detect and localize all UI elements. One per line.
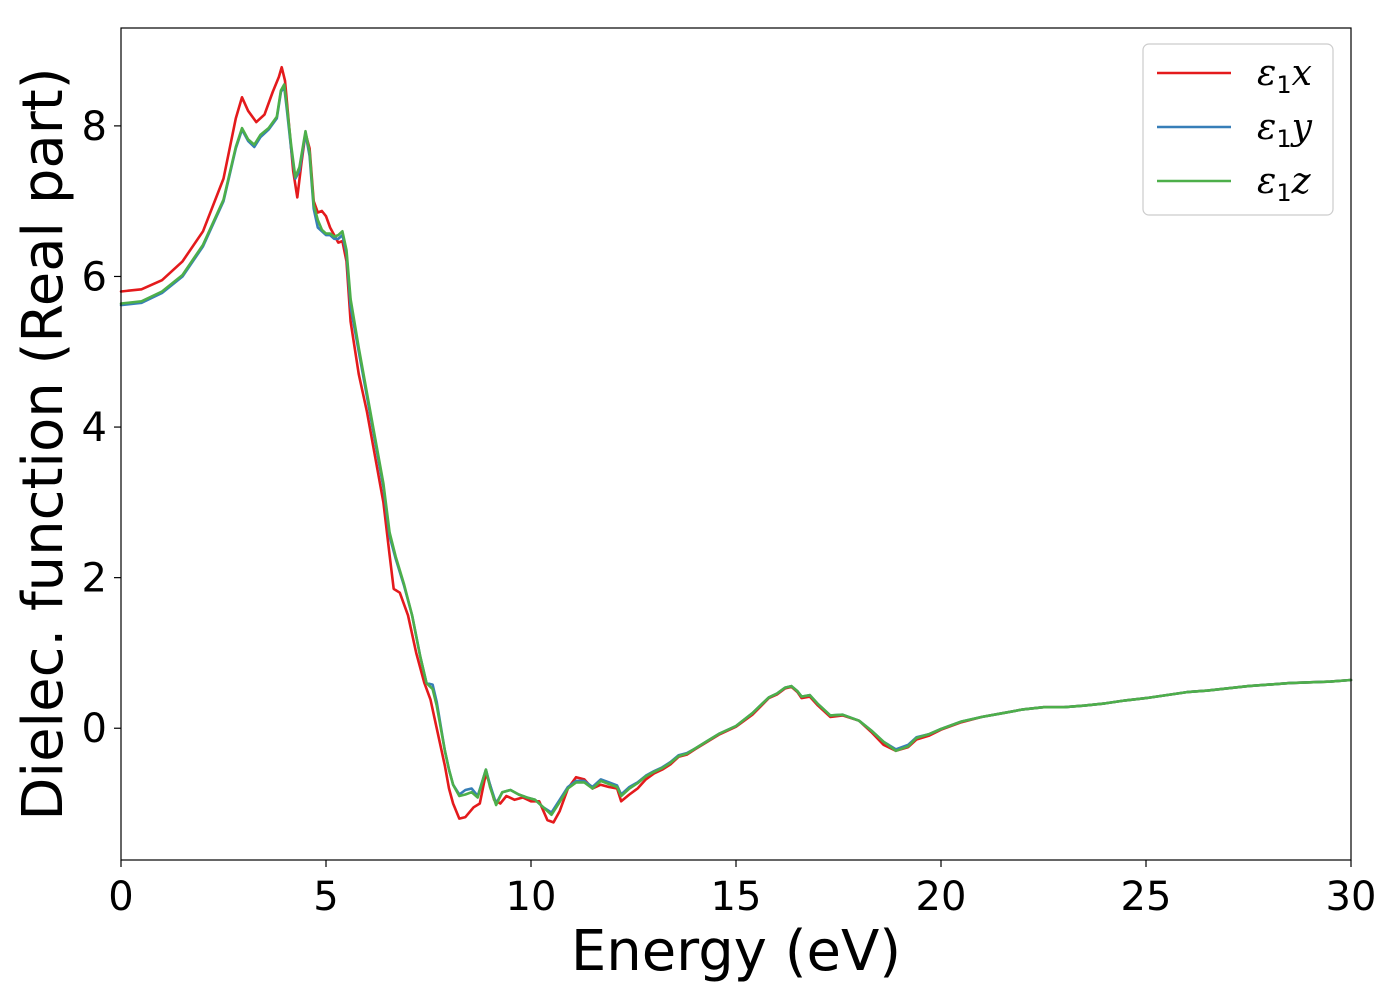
legend: ε1x ε1y ε1z: [1142, 43, 1334, 216]
x-tick-label: 20: [916, 874, 967, 920]
x-tick-label: 5: [313, 874, 338, 920]
y-tick-label: 0: [82, 706, 107, 752]
y-axis-label: Dielec. function (Real part): [11, 67, 76, 820]
legend-label-y: ε1y: [1257, 107, 1313, 153]
legend-box: [1142, 43, 1334, 216]
y-tick-label: 6: [82, 254, 107, 300]
x-axis: 0 5 10 15 20 25 30: [108, 860, 1376, 920]
y-tick-label: 2: [82, 556, 107, 602]
y-tick-label: 8: [82, 104, 107, 150]
series-line-z: [119, 83, 1353, 817]
x-axis-label: Energy (eV): [571, 919, 901, 984]
x-tick-label: 15: [711, 874, 762, 920]
x-tick-label: 10: [506, 874, 557, 920]
legend-label-z: ε1z: [1257, 161, 1312, 207]
x-tick-label: 25: [1121, 874, 1172, 920]
y-axis: 0 2 4 6 8: [82, 104, 121, 752]
y-tick-label: 4: [82, 405, 107, 451]
x-tick-label: 0: [108, 874, 133, 920]
x-tick-label: 30: [1326, 874, 1377, 920]
series-layer: [119, 65, 1353, 824]
legend-label-x: ε1x: [1257, 53, 1312, 99]
